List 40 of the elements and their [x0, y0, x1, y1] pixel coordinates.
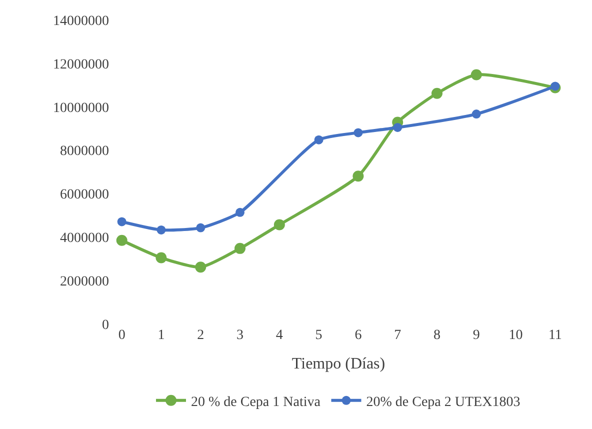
x-tick-label: 6: [354, 328, 362, 343]
x-axis-title: Tiempo (Días): [292, 356, 386, 373]
point: [393, 122, 402, 132]
point: [352, 170, 364, 182]
y-tick-label: 6000000: [60, 188, 109, 203]
point: [195, 262, 206, 273]
point: [274, 219, 285, 230]
y-tick-label: 4000000: [60, 231, 109, 246]
y-tick-label: 2000000: [60, 274, 109, 290]
point: [196, 223, 206, 232]
y-tick-label: 12000000: [53, 57, 109, 72]
y-tick-label: 8000000: [60, 144, 109, 160]
y-tick-label: 0: [102, 318, 109, 333]
x-tick-label: 11: [548, 328, 562, 343]
point: [236, 208, 245, 217]
x-tick-label: 3: [236, 328, 244, 343]
point: [156, 225, 166, 234]
x-tick-label: 10: [508, 328, 523, 343]
x-tick-label: 9: [472, 328, 480, 343]
point: [550, 82, 560, 91]
legend-label: 20% de Cepa 2 UTEX1803: [366, 394, 520, 410]
point: [314, 135, 324, 144]
y-tick-label: 14000000: [53, 14, 109, 29]
point: [431, 88, 442, 99]
point: [470, 69, 482, 80]
x-tick-label: 0: [118, 328, 126, 343]
x-tick-label: 2: [197, 328, 204, 343]
point: [117, 217, 126, 226]
x-tick-label: 7: [394, 328, 402, 343]
x-tick-label: 1: [158, 328, 165, 343]
x-tick-label: 5: [315, 328, 322, 343]
point: [472, 110, 481, 119]
point: [156, 252, 167, 264]
point: [354, 128, 363, 138]
legend-label: 20 % de Cepa 1 Nativa: [191, 394, 322, 410]
point: [234, 242, 246, 254]
x-tick-label: 8: [433, 328, 440, 343]
y-tick-label: 10000000: [53, 100, 109, 116]
x-tick-label: 4: [276, 328, 283, 343]
point: [116, 234, 128, 246]
